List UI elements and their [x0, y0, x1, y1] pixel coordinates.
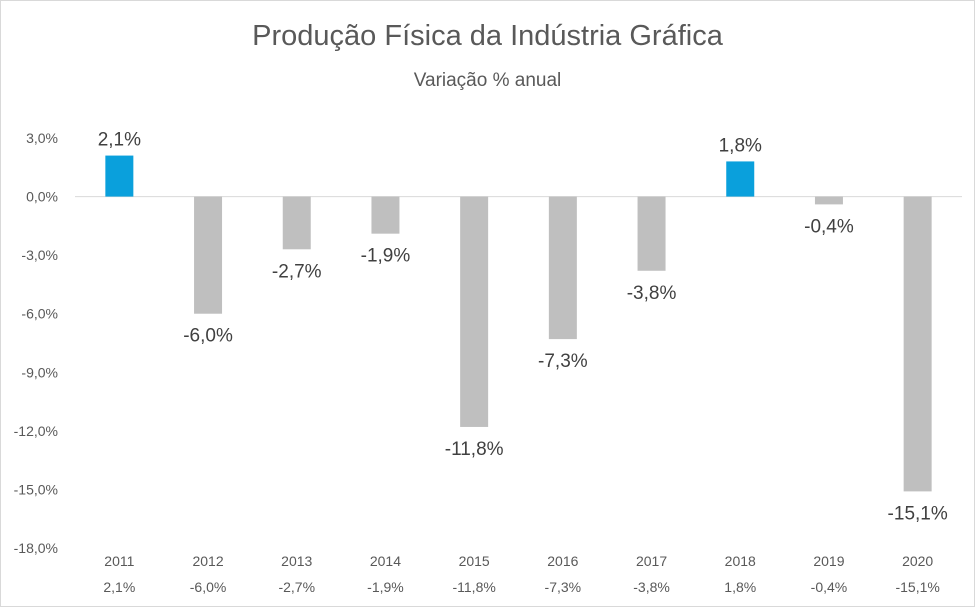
data-label: -11,8% — [445, 439, 504, 460]
bar — [105, 155, 134, 197]
data-label: 2,1% — [98, 130, 141, 151]
bar — [548, 196, 577, 340]
data-label: -1,9% — [361, 246, 411, 267]
x-category-label: 2016 — [547, 553, 578, 569]
x-category-label: 2015 — [459, 553, 490, 569]
data-label: -3,8% — [627, 283, 677, 304]
x-category-label: 2013 — [281, 553, 312, 569]
x-category-label: 2018 — [725, 553, 756, 569]
x-category-label: 2020 — [902, 553, 933, 569]
data-label: -7,3% — [538, 351, 588, 372]
x-category-label: 2019 — [813, 553, 844, 569]
bar — [194, 196, 223, 314]
data-table-value: -15,1% — [895, 579, 939, 595]
bar — [637, 196, 666, 271]
data-table-value: -3,8% — [633, 579, 670, 595]
bar — [371, 196, 400, 234]
data-table-value: -2,7% — [278, 579, 315, 595]
y-tick-label: 3,0% — [26, 130, 58, 146]
y-tick-label: 0,0% — [26, 189, 58, 205]
data-table-value: -11,8% — [452, 579, 495, 595]
x-category-label: 2011 — [104, 553, 134, 569]
y-tick-label: -12,0% — [14, 423, 58, 439]
y-tick-label: -18,0% — [14, 540, 58, 556]
y-tick-label: -6,0% — [21, 306, 58, 322]
data-table-value: 1,8% — [724, 579, 756, 595]
data-table-value: -0,4% — [811, 579, 848, 595]
bar — [460, 196, 489, 427]
data-table-value: -6,0% — [190, 579, 227, 595]
y-tick-label: -3,0% — [21, 247, 58, 263]
x-category-label: 2012 — [192, 553, 223, 569]
bar — [726, 161, 755, 197]
chart-title: Produção Física da Indústria Gráfica — [252, 20, 723, 52]
y-tick-label: -9,0% — [21, 364, 58, 380]
data-label: -0,4% — [804, 216, 854, 237]
bar — [903, 196, 932, 492]
data-table-value: -7,3% — [545, 579, 582, 595]
data-label: -2,7% — [272, 261, 322, 282]
y-tick-label: -15,0% — [14, 481, 58, 497]
data-label: 1,8% — [719, 135, 762, 156]
data-table-value: -1,9% — [367, 579, 404, 595]
x-category-label: 2014 — [370, 553, 401, 569]
data-label: -6,0% — [183, 326, 233, 347]
bar — [814, 196, 843, 205]
bar — [282, 196, 311, 250]
data-table-value: 2,1% — [103, 579, 135, 595]
chart-subtitle: Variação % anual — [413, 70, 562, 91]
x-category-label: 2017 — [636, 553, 667, 569]
data-label: -15,1% — [888, 503, 948, 524]
